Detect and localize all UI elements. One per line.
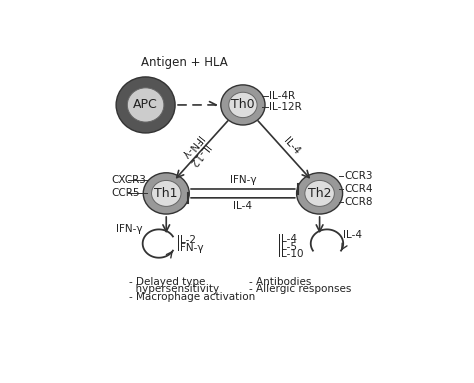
Text: - Delayed type: - Delayed type bbox=[129, 277, 206, 287]
Text: - Allergic responses: - Allergic responses bbox=[249, 284, 351, 294]
Text: IFN-γ: IFN-γ bbox=[229, 175, 256, 185]
Text: IFN-γ: IFN-γ bbox=[179, 133, 203, 160]
Text: IFN-γ: IFN-γ bbox=[116, 224, 142, 234]
Text: IL-4: IL-4 bbox=[282, 136, 301, 157]
Text: Antigen + HLA: Antigen + HLA bbox=[141, 56, 228, 69]
Ellipse shape bbox=[152, 180, 181, 206]
Text: CCR4: CCR4 bbox=[344, 184, 373, 194]
Ellipse shape bbox=[143, 173, 189, 214]
Text: IL-10: IL-10 bbox=[278, 249, 304, 259]
Text: APC: APC bbox=[133, 98, 158, 111]
Text: IL-12R: IL-12R bbox=[269, 102, 302, 112]
Ellipse shape bbox=[128, 88, 164, 122]
Text: Th2: Th2 bbox=[308, 187, 331, 200]
Text: IL-4R: IL-4R bbox=[269, 90, 296, 100]
Text: - Macrophage activation: - Macrophage activation bbox=[129, 291, 255, 302]
Text: Th0: Th0 bbox=[231, 98, 255, 111]
Ellipse shape bbox=[221, 85, 265, 125]
Text: CCR8: CCR8 bbox=[344, 197, 373, 207]
Text: - Antibodies: - Antibodies bbox=[249, 277, 311, 287]
Text: IL-4: IL-4 bbox=[233, 201, 253, 211]
Ellipse shape bbox=[229, 92, 257, 118]
Text: Th1: Th1 bbox=[155, 187, 178, 200]
Ellipse shape bbox=[297, 173, 343, 214]
Text: IL-4: IL-4 bbox=[343, 230, 362, 240]
Text: IL-5: IL-5 bbox=[278, 242, 297, 252]
Ellipse shape bbox=[305, 180, 334, 206]
Text: IL-12: IL-12 bbox=[186, 141, 210, 168]
Text: CCR3: CCR3 bbox=[344, 171, 373, 181]
Ellipse shape bbox=[116, 77, 175, 133]
Text: CXCR3: CXCR3 bbox=[112, 175, 146, 185]
Text: hypersensitivity: hypersensitivity bbox=[129, 284, 219, 294]
Text: IFN-γ: IFN-γ bbox=[177, 243, 203, 253]
Text: IL-4: IL-4 bbox=[278, 234, 297, 244]
Text: CCR5: CCR5 bbox=[112, 188, 140, 198]
Text: IL-2: IL-2 bbox=[177, 235, 196, 245]
